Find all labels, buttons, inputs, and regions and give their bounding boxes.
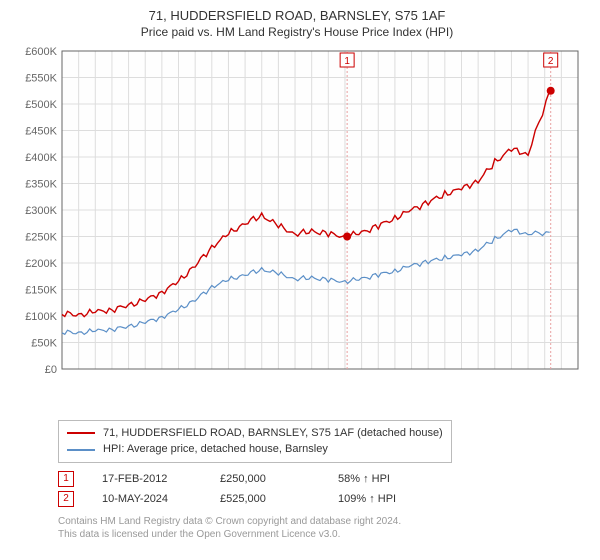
svg-text:2: 2 (548, 56, 554, 67)
legend-label: HPI: Average price, detached house, Barn… (103, 441, 328, 458)
event-price: £250,000 (220, 473, 310, 485)
svg-text:£150K: £150K (25, 284, 57, 296)
event-vs-hpi: 58% ↑ HPI (338, 473, 428, 485)
footer-line-2: This data is licensed under the Open Gov… (58, 528, 576, 541)
svg-text:£450K: £450K (25, 125, 57, 137)
svg-text:1: 1 (344, 56, 350, 67)
event-date: 17-FEB-2012 (102, 473, 192, 485)
chart-subtitle: Price paid vs. HM Land Registry's House … (8, 25, 586, 39)
legend-item: HPI: Average price, detached house, Barn… (67, 441, 443, 458)
event-vs-hpi: 109% ↑ HPI (338, 493, 428, 505)
svg-text:£550K: £550K (25, 72, 57, 84)
event-marker: 2 (58, 491, 74, 507)
svg-text:£400K: £400K (25, 152, 57, 164)
price-events-table: 1 17-FEB-2012 £250,000 58% ↑ HPI 2 10-MAY-202… (58, 469, 576, 509)
line-chart: £0 £50K £100K £150K £200K £250K £300K £350K £400… (14, 45, 584, 375)
chart-area: £0 £50K £100K £150K £200K £250K £300K £350K £400… (14, 45, 584, 375)
svg-text:£0: £0 (45, 364, 57, 375)
legend-item: 71, HUDDERSFIELD ROAD, BARNSLEY, S75 1AF… (67, 425, 443, 442)
legend-swatch (67, 432, 95, 434)
svg-text:£250K: £250K (25, 231, 57, 243)
legend-swatch (67, 449, 95, 451)
svg-text:£100K: £100K (25, 311, 57, 323)
svg-text:£50K: £50K (31, 337, 57, 349)
svg-text:£600K: £600K (25, 46, 57, 58)
svg-text:£500K: £500K (25, 99, 57, 111)
footer-attribution: Contains HM Land Registry data © Crown c… (58, 515, 576, 541)
svg-text:£200K: £200K (25, 258, 57, 270)
legend-label: 71, HUDDERSFIELD ROAD, BARNSLEY, S75 1AF… (103, 425, 443, 442)
chart-title: 71, HUDDERSFIELD ROAD, BARNSLEY, S75 1AF (8, 8, 586, 25)
svg-text:£350K: £350K (25, 178, 57, 190)
price-event-row: 1 17-FEB-2012 £250,000 58% ↑ HPI (58, 469, 576, 489)
event-date: 10-MAY-2024 (102, 493, 192, 505)
legend: 71, HUDDERSFIELD ROAD, BARNSLEY, S75 1AF… (58, 420, 452, 463)
footer-line-1: Contains HM Land Registry data © Crown c… (58, 515, 576, 528)
price-event-row: 2 10-MAY-2024 £525,000 109% ↑ HPI (58, 489, 576, 509)
event-marker: 1 (58, 471, 74, 487)
event-price: £525,000 (220, 493, 310, 505)
svg-text:£300K: £300K (25, 205, 57, 217)
